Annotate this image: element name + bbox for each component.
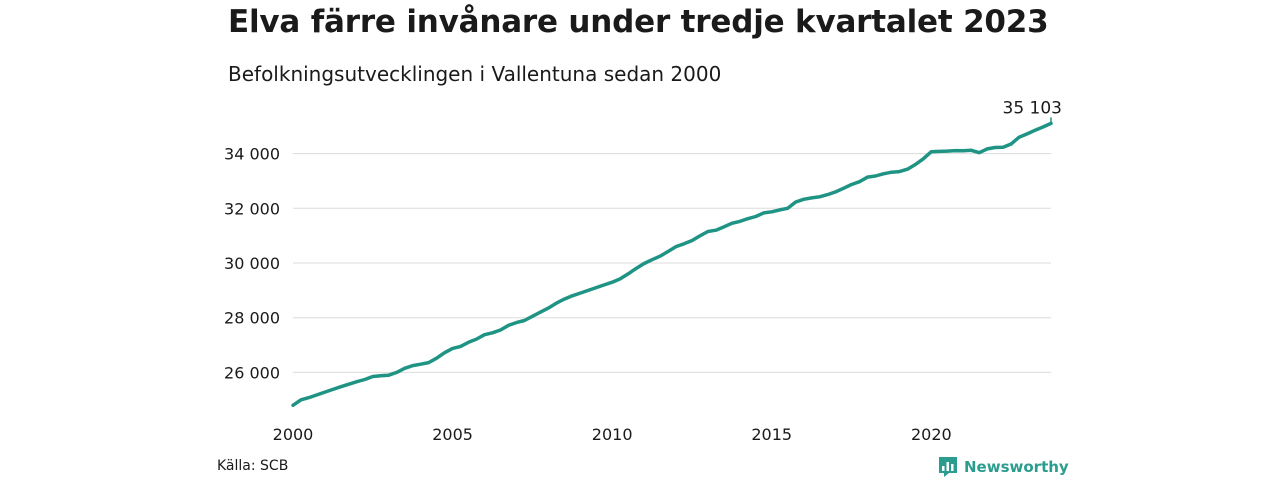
chart-subtitle: Befolkningsutvecklingen i Vallentuna sed… (228, 62, 722, 86)
y-tick-label: 34 000 (224, 145, 280, 164)
y-tick-label: 32 000 (224, 199, 280, 218)
y-tick-label: 26 000 (224, 363, 280, 382)
x-tick-label: 2000 (273, 425, 314, 444)
x-tick-label: 2010 (592, 425, 633, 444)
brand-logo: Newsworthy (938, 456, 1069, 478)
x-tick-label: 2005 (432, 425, 473, 444)
y-tick-label: 30 000 (224, 254, 280, 273)
x-tick-label: 2020 (911, 425, 952, 444)
x-tick-label: 2015 (751, 425, 792, 444)
series-line (291, 121, 1053, 408)
brand-name: Newsworthy (964, 458, 1069, 476)
bar-chart-icon (939, 457, 957, 477)
y-tick-label: 28 000 (224, 309, 280, 328)
chart-title: Elva färre invånare under tredje kvartal… (228, 4, 1049, 40)
end-value-label: 35 103 (1003, 98, 1062, 118)
source-note: Källa: SCB (217, 458, 289, 474)
